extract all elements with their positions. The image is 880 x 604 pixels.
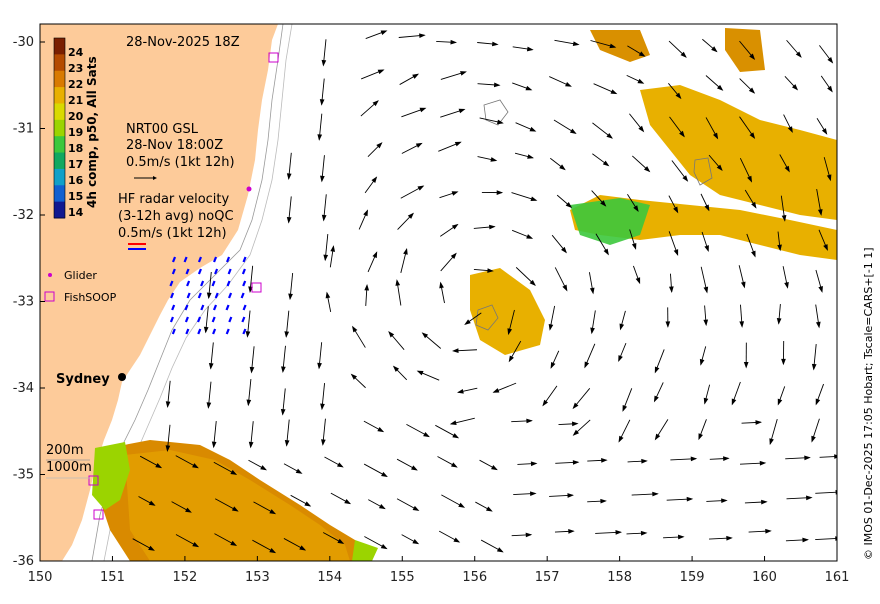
depth-1000-label: 1000m bbox=[46, 460, 92, 475]
hf-title: HF radar velocity bbox=[118, 192, 230, 207]
x-tick-label: 153 bbox=[245, 570, 270, 585]
colorbar-label: 23 bbox=[68, 62, 83, 75]
colorbar-segment bbox=[54, 103, 65, 120]
place-sydney: Sydney bbox=[56, 372, 110, 387]
x-tick-label: 159 bbox=[680, 570, 705, 585]
colorbar-label: 24 bbox=[68, 46, 84, 59]
x-tick-label: 152 bbox=[172, 570, 197, 585]
sst-colorbar: 24 23 22 21 20 19 18 17 16 15 14 bbox=[54, 38, 84, 219]
x-tick-label: 156 bbox=[462, 570, 487, 585]
y-tick-label: -32 bbox=[13, 208, 34, 223]
y-tick-label: -35 bbox=[13, 468, 34, 483]
y-tick-label: -36 bbox=[13, 554, 34, 569]
colorbar-label: 18 bbox=[68, 142, 83, 155]
sydney-marker bbox=[118, 373, 126, 381]
colorbar-label: 17 bbox=[68, 158, 83, 171]
glider-marker bbox=[247, 187, 252, 192]
y-tick-label: -30 bbox=[13, 35, 34, 50]
colorbar-segment bbox=[54, 54, 65, 71]
hf-avg: (3-12h avg) noQC bbox=[118, 209, 234, 224]
credit-text: © IMOS 01-Dec-2025 17:05 Hobart; Tscale=… bbox=[862, 247, 875, 560]
colorbar-segment bbox=[54, 120, 65, 137]
colorbar-segment bbox=[54, 185, 65, 202]
colorbar-segment bbox=[54, 71, 65, 88]
colorbar-segment bbox=[54, 87, 65, 104]
x-tick-label: 150 bbox=[28, 570, 53, 585]
x-tick-label: 154 bbox=[317, 570, 342, 585]
colorbar-title: 4h comp, p50, All Sats bbox=[85, 56, 99, 208]
glider-legend-icon bbox=[48, 273, 52, 277]
gsl-title: NRT00 GSL bbox=[126, 122, 199, 137]
hf-scale: 0.5m/s (1kt 12h) bbox=[118, 226, 227, 241]
x-tick-label: 158 bbox=[607, 570, 632, 585]
y-tick-label: -31 bbox=[13, 122, 34, 137]
x-tick-label: 161 bbox=[825, 570, 850, 585]
colorbar-label: 16 bbox=[68, 174, 84, 187]
colorbar-segment bbox=[54, 169, 65, 186]
colorbar-label: 19 bbox=[68, 126, 83, 139]
colorbar-label: 20 bbox=[68, 110, 84, 123]
colorbar-segment bbox=[54, 136, 65, 153]
x-tick-label: 157 bbox=[535, 570, 560, 585]
y-tick-label: -33 bbox=[13, 295, 34, 310]
gsl-time: 28-Nov 18:00Z bbox=[126, 138, 223, 153]
gsl-scale: 0.5m/s (1kt 12h) bbox=[126, 155, 235, 170]
colorbar-label: 21 bbox=[68, 94, 83, 107]
current-arrowhead bbox=[836, 537, 841, 540]
colorbar-segment bbox=[54, 202, 65, 219]
colorbar-segment bbox=[54, 38, 65, 55]
fishsoop-legend-label: FishSOOP bbox=[64, 291, 117, 304]
colorbar-label: 15 bbox=[68, 190, 83, 203]
colorbar-segment bbox=[54, 153, 65, 170]
x-tick-label: 151 bbox=[100, 570, 125, 585]
y-tick-label: -34 bbox=[13, 381, 34, 396]
colorbar-label: 14 bbox=[68, 206, 84, 219]
x-tick-label: 160 bbox=[752, 570, 777, 585]
colorbar-label: 22 bbox=[68, 78, 83, 91]
depth-200-label: 200m bbox=[46, 443, 83, 458]
x-tick-label: 155 bbox=[390, 570, 415, 585]
date-title: 28-Nov-2025 18Z bbox=[126, 35, 240, 50]
glider-legend-label: Glider bbox=[64, 269, 97, 282]
